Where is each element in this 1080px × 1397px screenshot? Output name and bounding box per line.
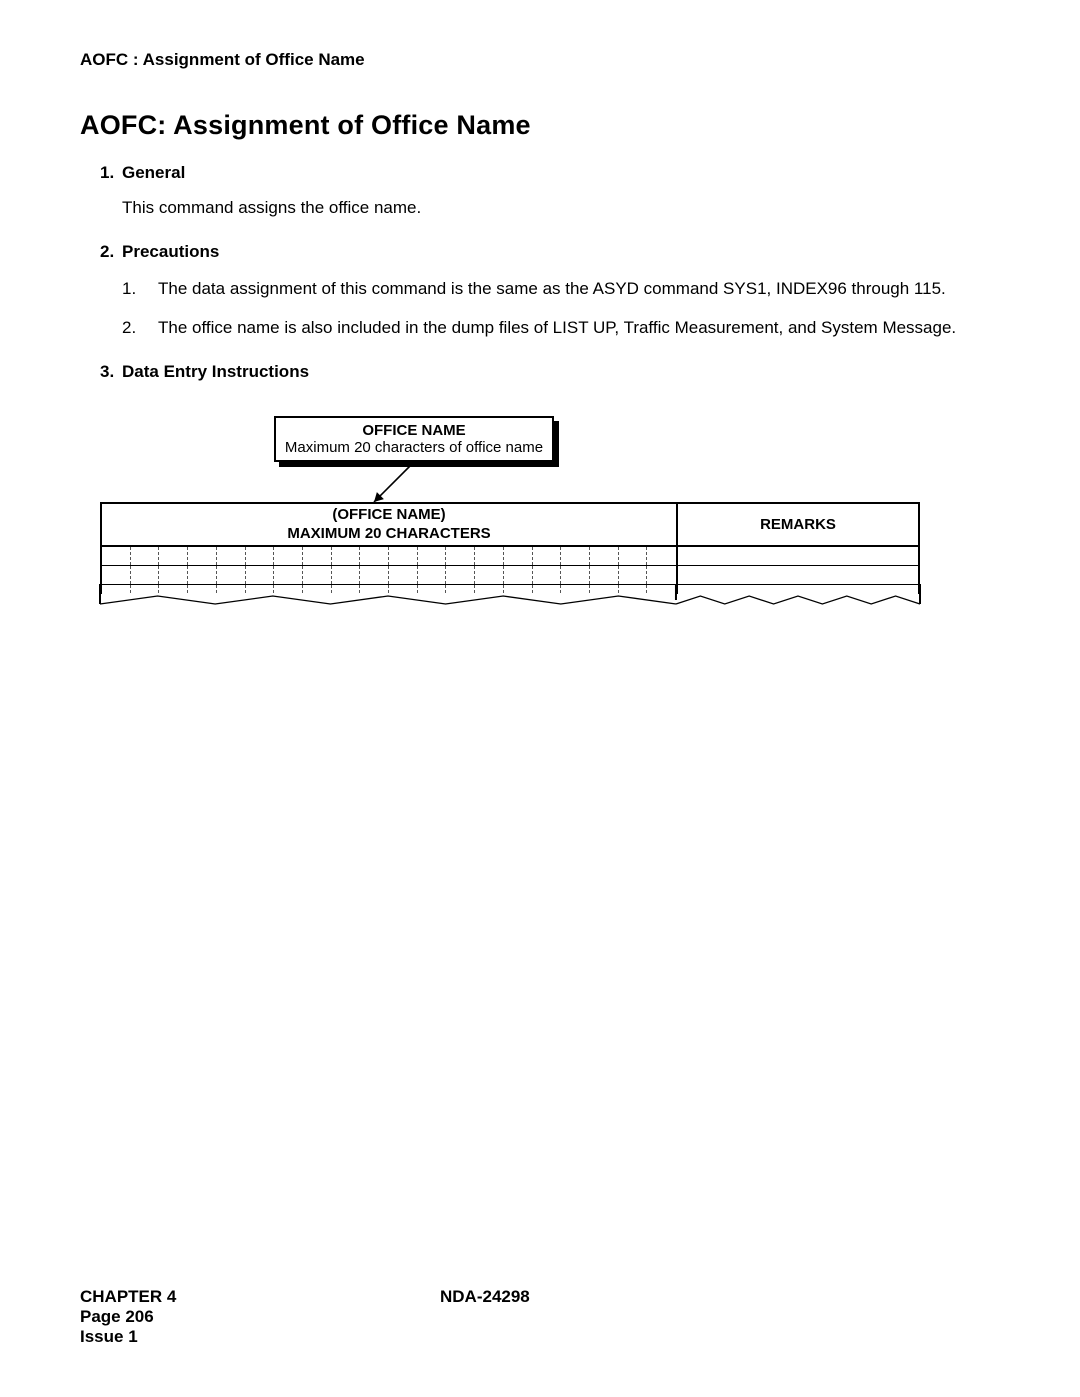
list-number: 2.	[122, 317, 158, 340]
char-cell	[590, 566, 619, 584]
table-row	[102, 547, 918, 566]
char-cell	[217, 566, 246, 584]
page-title: AOFC: Assignment of Office Name	[80, 110, 1000, 141]
list-text: The office name is also included in the …	[158, 317, 1000, 340]
char-cell	[246, 566, 275, 584]
document-page: AOFC : Assignment of Office Name AOFC: A…	[0, 0, 1080, 1397]
section-heading: Data Entry Instructions	[122, 362, 309, 382]
char-cell	[102, 547, 131, 565]
char-cell	[360, 566, 389, 584]
char-cell	[332, 547, 361, 565]
section-number: 1.	[80, 163, 122, 183]
char-cell	[446, 547, 475, 565]
table-header-row: (OFFICE NAME) MAXIMUM 20 CHARACTERS REMA…	[102, 504, 918, 548]
char-cell	[418, 566, 447, 584]
section-data-entry: 3. Data Entry Instructions	[80, 362, 1000, 382]
section-heading: General	[122, 163, 185, 183]
char-cell	[475, 547, 504, 565]
precaution-item: 2. The office name is also included in t…	[122, 317, 1000, 340]
section-precautions: 2. Precautions	[80, 242, 1000, 262]
char-cell	[246, 547, 275, 565]
char-cell	[159, 547, 188, 565]
table-header-remarks: REMARKS	[678, 504, 918, 546]
footer-doc-number: NDA-24298	[440, 1287, 1000, 1307]
torn-edge	[100, 596, 924, 624]
char-cell	[274, 566, 303, 584]
char-cell	[619, 566, 648, 584]
char-cell	[561, 547, 590, 565]
char-cell	[131, 547, 160, 565]
char-cell	[475, 566, 504, 584]
section-general: 1. General	[80, 163, 1000, 183]
remarks-cell	[678, 566, 918, 584]
char-cell	[102, 566, 131, 584]
char-cell	[332, 566, 361, 584]
char-cell	[533, 547, 562, 565]
general-body: This command assigns the office name.	[122, 197, 1000, 220]
footer-chapter: CHAPTER 4	[80, 1287, 440, 1307]
table-header-line: (OFFICE NAME)	[108, 506, 670, 525]
char-cell	[418, 547, 447, 565]
char-cell	[446, 566, 475, 584]
section-number: 3.	[80, 362, 122, 382]
char-cell	[533, 566, 562, 584]
char-cell	[561, 566, 590, 584]
char-cell	[274, 547, 303, 565]
char-cell	[303, 547, 332, 565]
list-number: 1.	[122, 278, 158, 301]
char-cell	[188, 547, 217, 565]
data-entry-diagram: OFFICE NAME Maximum 20 characters of off…	[80, 416, 1000, 636]
footer-page: Page 206	[80, 1307, 1000, 1327]
page-footer: CHAPTER 4 NDA-24298 Page 206 Issue 1	[80, 1287, 1000, 1347]
section-number: 2.	[80, 242, 122, 262]
char-cell	[389, 547, 418, 565]
char-cell	[131, 566, 160, 584]
table-header-office-name: (OFFICE NAME) MAXIMUM 20 CHARACTERS	[102, 504, 678, 546]
char-cell	[590, 547, 619, 565]
char-cell	[360, 547, 389, 565]
table-row	[102, 566, 918, 585]
char-cell	[647, 566, 676, 584]
char-cell	[217, 547, 246, 565]
char-cell	[619, 547, 648, 565]
remarks-cell	[678, 547, 918, 565]
char-cell	[647, 547, 676, 565]
table-header-line: MAXIMUM 20 CHARACTERS	[108, 525, 670, 544]
office-name-table: (OFFICE NAME) MAXIMUM 20 CHARACTERS REMA…	[100, 502, 920, 606]
char-cell	[389, 566, 418, 584]
list-text: The data assignment of this command is t…	[158, 278, 1000, 301]
footer-issue: Issue 1	[80, 1327, 1000, 1347]
char-cell	[504, 566, 533, 584]
char-cell	[303, 566, 332, 584]
running-header: AOFC : Assignment of Office Name	[80, 50, 1000, 70]
section-heading: Precautions	[122, 242, 219, 262]
char-cell	[504, 547, 533, 565]
precaution-item: 1. The data assignment of this command i…	[122, 278, 1000, 301]
char-cell	[188, 566, 217, 584]
char-cell	[159, 566, 188, 584]
